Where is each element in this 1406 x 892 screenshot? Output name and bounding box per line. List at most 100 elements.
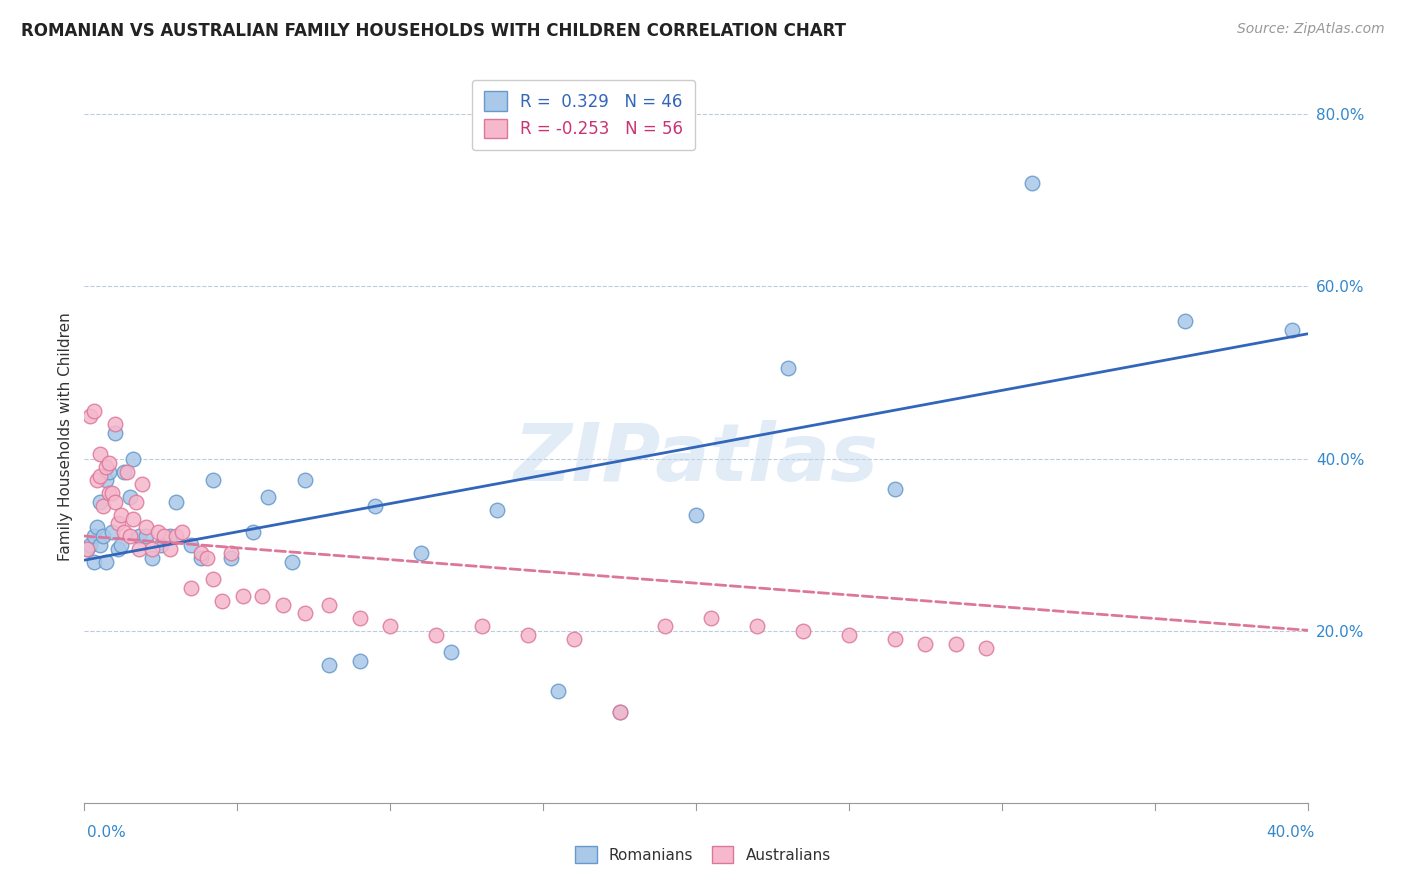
Point (110, 538, 132, 552)
Point (232, 589, 254, 603)
Point (97, 465, 120, 479)
Point (914, 637, 936, 651)
Point (110, 508, 132, 522)
Point (364, 499, 387, 513)
Point (104, 494, 127, 508)
Point (83, 555, 105, 569)
Point (141, 550, 163, 565)
Point (190, 546, 212, 560)
Point (94, 473, 117, 487)
Point (128, 529, 150, 543)
Point (107, 516, 129, 530)
Point (349, 611, 371, 625)
Point (776, 361, 799, 376)
Point (149, 538, 172, 552)
Point (83, 529, 105, 543)
Point (159, 541, 181, 556)
Point (104, 425, 127, 440)
Point (79, 538, 101, 552)
Point (112, 465, 135, 479)
Point (700, 611, 723, 625)
Point (257, 491, 280, 505)
Point (318, 598, 340, 612)
Point (471, 619, 494, 633)
Point (547, 684, 569, 698)
Point (883, 632, 905, 647)
Point (122, 451, 145, 466)
Point (94, 460, 117, 475)
Point (91, 529, 114, 543)
Text: 0.0%: 0.0% (87, 825, 127, 840)
Legend: Romanians, Australians: Romanians, Australians (568, 838, 838, 871)
Point (76, 541, 98, 556)
Point (685, 508, 707, 522)
Point (159, 529, 181, 543)
Point (79, 409, 101, 423)
Point (146, 524, 169, 539)
Point (128, 541, 150, 556)
Point (135, 520, 157, 534)
Point (1281, 322, 1303, 336)
Point (1021, 176, 1043, 190)
Point (380, 619, 402, 633)
Point (180, 581, 202, 595)
Point (792, 624, 814, 638)
Point (115, 465, 138, 479)
Point (516, 628, 538, 642)
Point (135, 529, 157, 543)
Point (562, 632, 585, 647)
Point (201, 572, 224, 586)
Point (89, 447, 111, 461)
Point (83, 404, 105, 418)
Point (86, 473, 108, 487)
Point (654, 619, 676, 633)
Point (112, 524, 135, 539)
Point (125, 494, 148, 508)
Point (97, 486, 120, 500)
Point (883, 482, 905, 496)
Point (153, 529, 176, 543)
Point (201, 473, 224, 487)
Point (165, 529, 187, 543)
Point (211, 593, 233, 607)
Point (838, 628, 860, 642)
Point (609, 706, 631, 720)
Point (945, 637, 967, 651)
Point (250, 589, 273, 603)
Point (425, 628, 447, 642)
Text: ROMANIAN VS AUSTRALIAN FAMILY HOUSEHOLDS WITH CHILDREN CORRELATION CHART: ROMANIAN VS AUSTRALIAN FAMILY HOUSEHOLDS… (21, 22, 846, 40)
Point (609, 706, 631, 720)
Point (409, 546, 432, 560)
Point (104, 417, 127, 432)
Point (440, 645, 463, 659)
Point (180, 538, 202, 552)
Point (271, 598, 294, 612)
Text: 40.0%: 40.0% (1267, 825, 1315, 840)
Point (97, 456, 120, 470)
Point (101, 486, 124, 500)
Point (976, 640, 998, 655)
Point (190, 550, 212, 565)
Point (76, 541, 98, 556)
Point (141, 541, 163, 556)
Point (94, 555, 117, 569)
Text: ZIPatlas: ZIPatlas (513, 420, 879, 498)
Point (219, 546, 242, 560)
Point (120, 491, 142, 505)
Point (120, 529, 142, 543)
Point (86, 520, 108, 534)
Point (131, 477, 153, 491)
Point (101, 524, 124, 539)
Point (122, 512, 145, 526)
Point (219, 550, 242, 565)
Point (195, 550, 218, 565)
Point (89, 494, 111, 508)
Point (294, 473, 316, 487)
Point (349, 654, 371, 668)
Point (281, 555, 304, 569)
Y-axis label: Family Households with Children: Family Households with Children (58, 313, 73, 561)
Point (294, 607, 316, 621)
Point (1174, 314, 1197, 328)
Legend: R =  0.329   N = 46, R = -0.253   N = 56: R = 0.329 N = 46, R = -0.253 N = 56 (472, 79, 695, 150)
Point (242, 524, 264, 539)
